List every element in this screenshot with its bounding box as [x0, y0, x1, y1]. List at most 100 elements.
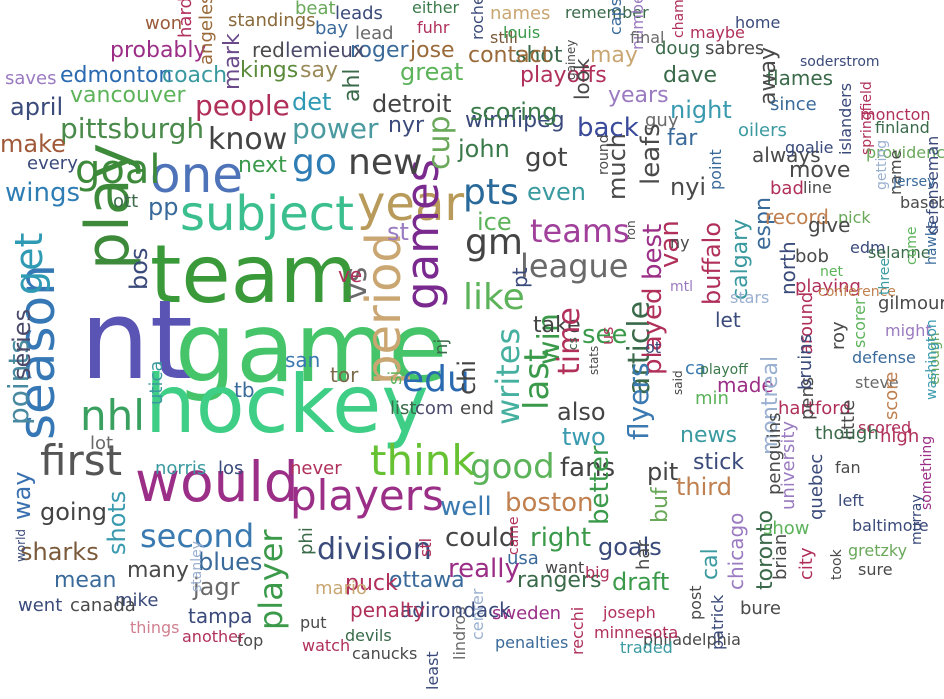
word-pit: pit — [647, 458, 679, 486]
word-made: made — [717, 373, 774, 397]
word-bos: bos — [125, 247, 153, 290]
word-good: good — [470, 447, 555, 487]
word-really: really — [448, 554, 520, 584]
word-better: better — [585, 445, 615, 525]
word-detroit: detroit — [372, 90, 452, 118]
word-mario: mario — [315, 578, 367, 599]
word-com: com — [415, 398, 454, 419]
word-news: news — [680, 423, 737, 448]
word-great: great — [400, 58, 464, 86]
word-ve: ve — [338, 263, 363, 287]
word-three: three — [877, 257, 893, 295]
word-vancouver: vancouver — [70, 83, 186, 108]
word-nj: nj — [431, 338, 452, 355]
word-oilers: oilers — [738, 120, 787, 141]
word-sure: sure — [858, 560, 893, 579]
word-always: always — [752, 143, 821, 167]
word-rangers: rangers — [517, 568, 602, 593]
word-blues: blues — [198, 548, 263, 576]
word-since: since — [770, 94, 817, 115]
word-got: got — [525, 143, 568, 173]
word-draft: draft — [612, 568, 670, 596]
word-kings: kings — [240, 58, 299, 83]
word-roger: roger — [350, 38, 409, 63]
word-move: move — [789, 158, 851, 183]
word-never: never — [290, 458, 342, 479]
word-league: league — [520, 247, 629, 285]
word-come: come — [904, 226, 920, 265]
word-los: los — [218, 458, 244, 479]
word-sweden: sweden — [492, 603, 562, 624]
word-pts: pts — [463, 172, 519, 213]
word-every: every — [27, 153, 78, 174]
word-see: see — [582, 320, 628, 350]
word-line: line — [803, 178, 832, 197]
word-still: still — [490, 28, 518, 47]
word-net: net — [820, 264, 843, 280]
word-two: two — [562, 423, 606, 451]
word-baltimore: baltimore — [852, 516, 929, 535]
word-many: many — [127, 558, 189, 583]
word-fans: fans — [560, 453, 616, 483]
word-record: record — [765, 205, 829, 229]
word-ott: ott — [113, 191, 139, 212]
word-mark: mark — [220, 33, 245, 90]
word-list: list — [390, 398, 417, 419]
word-go: go — [292, 142, 337, 183]
word-say: say — [300, 58, 338, 83]
word-recchi: recchi — [568, 606, 587, 655]
word-let: let — [715, 308, 741, 332]
word-post: post — [686, 585, 705, 620]
word-get: get — [7, 232, 51, 295]
word-year: year — [357, 176, 465, 232]
word-years: years — [608, 83, 669, 108]
word-edu: edu — [402, 359, 470, 400]
word-goalie: goalie — [785, 138, 834, 157]
word-penalties: penalties — [495, 633, 569, 652]
word-saves: saves — [5, 68, 57, 89]
word-tb: tb — [234, 378, 255, 402]
word-show: show — [763, 518, 810, 539]
word-first: first — [40, 436, 123, 485]
word-defense: defense — [852, 348, 916, 367]
word-end: end — [460, 398, 494, 419]
word-teams: teams — [530, 212, 630, 250]
word-ahl: ahl — [340, 68, 365, 102]
word-soderstrom: soderstrom — [800, 54, 880, 70]
word-scorer: scorer — [850, 298, 869, 348]
word-jose: jose — [410, 38, 455, 63]
word-went: went — [18, 595, 63, 616]
word-names: names — [490, 3, 551, 24]
word-standings: standings — [228, 10, 316, 31]
word-gm: gm — [465, 222, 523, 263]
word-power: power — [292, 112, 379, 145]
word-night: night — [670, 96, 732, 124]
word-louis: louis — [503, 23, 541, 42]
word-player: player — [252, 529, 290, 630]
word-cs: cs — [566, 337, 580, 350]
word-would: would — [135, 450, 299, 514]
word-hockey: hockey — [145, 358, 429, 451]
word-san: san — [285, 348, 321, 372]
word-moncton: moncton — [860, 105, 931, 124]
word-fan: fan — [835, 458, 861, 477]
word-quebec: quebec — [806, 453, 827, 520]
word-subject: subject — [180, 186, 354, 242]
word-selanne: selanne — [868, 243, 931, 262]
word-winnipeg: winnipeg — [465, 108, 565, 133]
word-new: new — [348, 142, 423, 183]
word-guy: guy — [645, 110, 679, 131]
word-bad: bad — [770, 178, 804, 199]
word-usa: usa — [507, 548, 539, 569]
word-patrick: patrick — [708, 594, 727, 650]
word-minnesota: minnesota — [594, 623, 679, 642]
word-give: give — [808, 213, 851, 237]
word-nyi: nyi — [670, 173, 707, 201]
word-mtl: mtl — [670, 279, 694, 295]
word-shot: shot — [515, 43, 563, 68]
word-penalty: penalty — [350, 598, 426, 622]
word-conference: conference — [818, 284, 896, 300]
word-world: world — [14, 528, 28, 562]
word-stats: stats — [587, 345, 601, 375]
